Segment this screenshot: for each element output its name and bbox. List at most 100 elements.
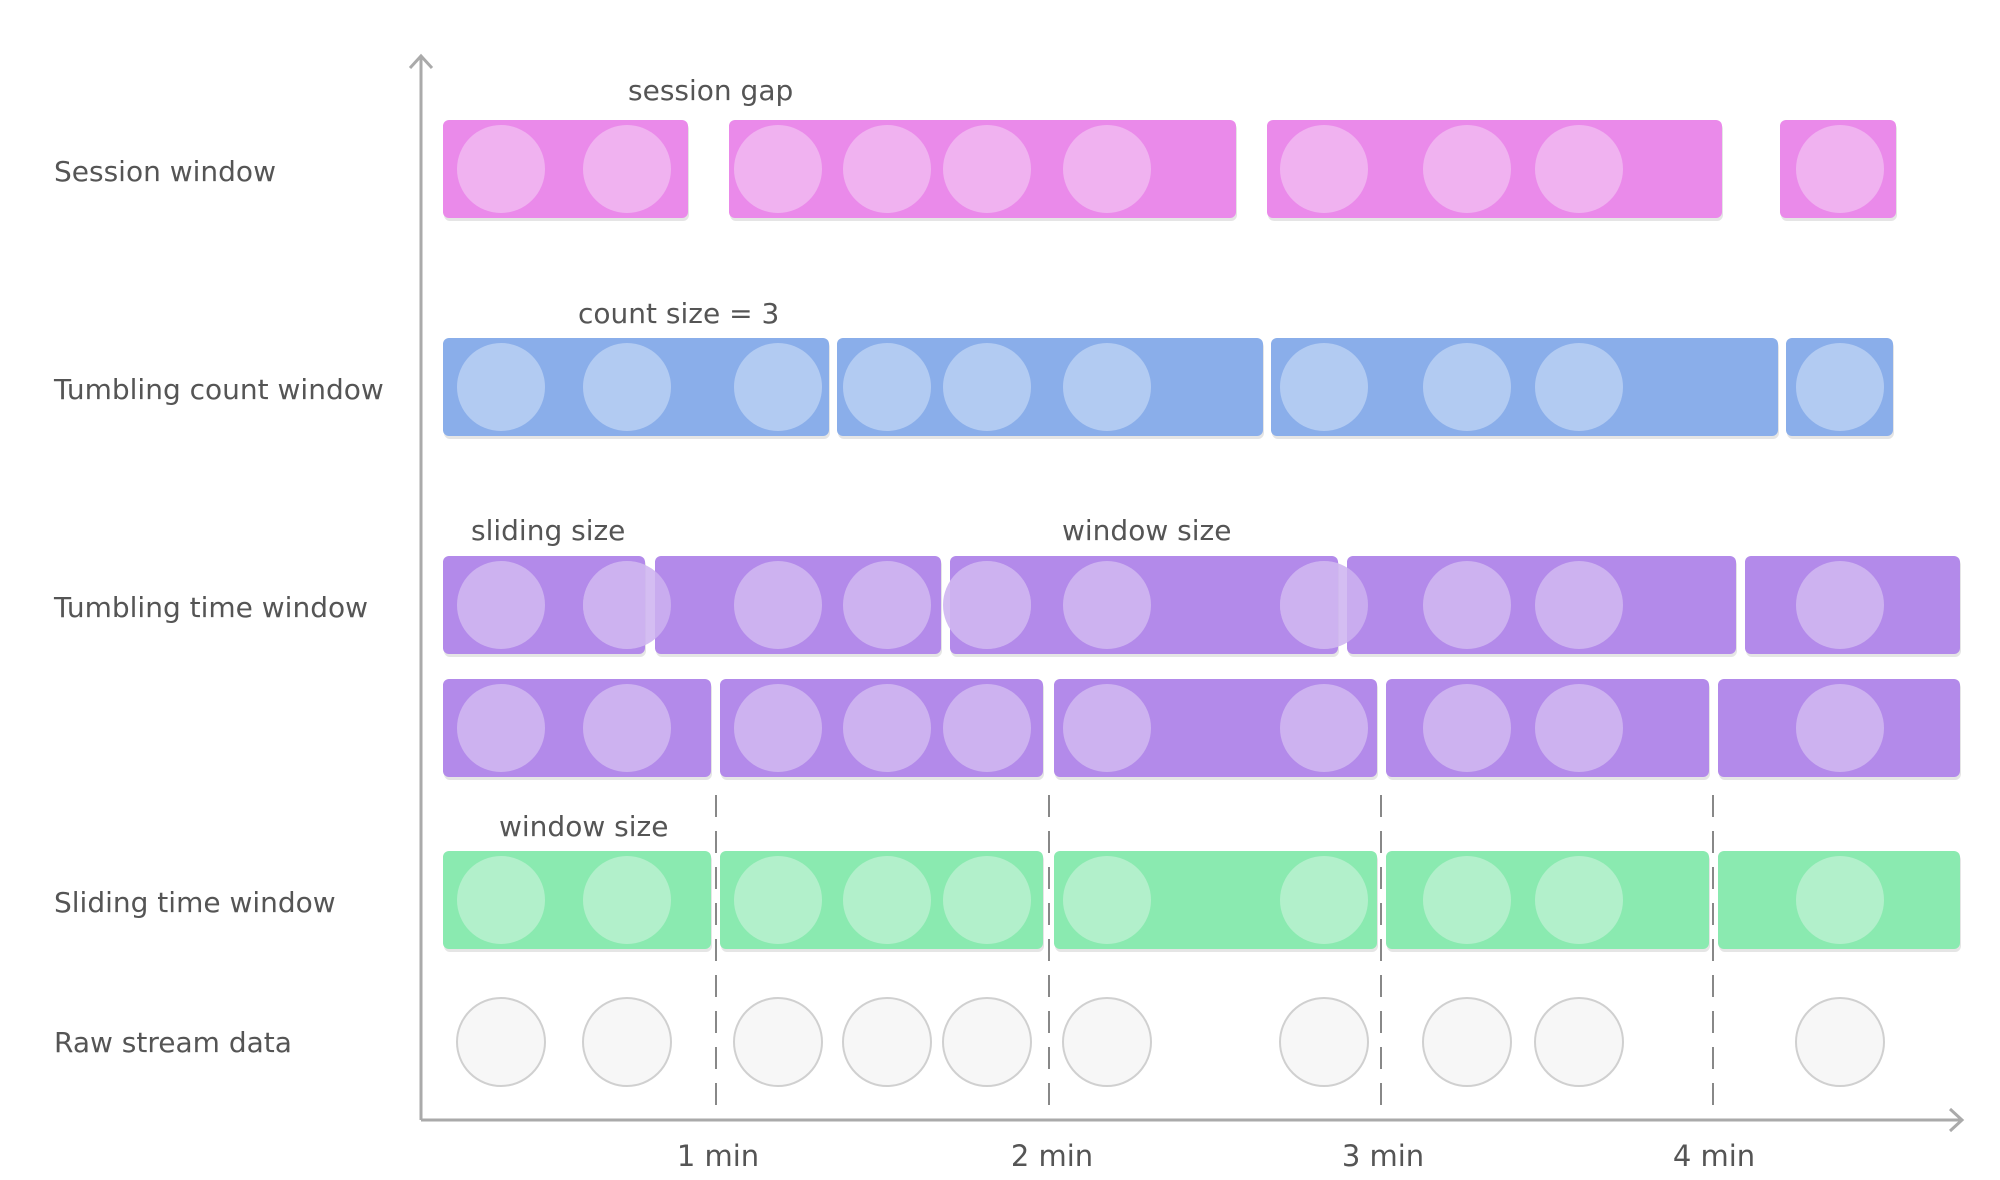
count-window-2 — [837, 338, 1264, 439]
tumbling-overlap-window-2 — [655, 556, 942, 657]
sliding-event-dot — [583, 856, 671, 944]
y-axis-arrow-icon — [408, 53, 434, 70]
raw-event-dot-4 — [842, 997, 932, 1087]
count-event-dot — [843, 343, 931, 431]
tumbling-window-3 — [1054, 679, 1378, 780]
overlap-event-dot — [1280, 561, 1368, 649]
sliding-event-dot — [457, 856, 545, 944]
sliding-event-dot — [943, 856, 1031, 944]
count-event-dot — [1535, 343, 1623, 431]
tumbling-event-dot — [583, 684, 671, 772]
tumbling-event-dot — [457, 684, 545, 772]
sliding-window-events — [1063, 856, 1368, 944]
tumbling-overlap-window-5 — [1745, 556, 1961, 657]
sliding-window-1 — [443, 851, 712, 952]
tumbling-overlap-event-dot — [457, 561, 545, 649]
session-event-dot — [1280, 125, 1368, 213]
raw-event-dot-2 — [582, 997, 672, 1087]
tick-label-4-min: 4 min — [1673, 1139, 1755, 1173]
session-window-events — [734, 125, 1151, 213]
raw-event-dot-8 — [1422, 997, 1512, 1087]
count-window-events — [457, 343, 822, 431]
count-window-bar — [837, 338, 1263, 436]
sliding-window-events — [1423, 856, 1623, 944]
raw-event-dot-6 — [1062, 997, 1152, 1087]
count-window-1 — [443, 338, 830, 439]
raw-event-dot-9 — [1534, 997, 1624, 1087]
session-window-4 — [1780, 120, 1897, 221]
annotation-count-size: count size = 3 — [578, 297, 779, 330]
tumbling-overlap-window-4 — [1347, 556, 1737, 657]
session-event-dot — [734, 125, 822, 213]
tumbling-overlap-event-dot — [734, 561, 822, 649]
count-window-bar — [1271, 338, 1778, 436]
count-event-dot — [943, 343, 1031, 431]
count-event-dot — [457, 343, 545, 431]
tumbling-window-events — [1796, 684, 1884, 772]
tumbling-overlap-window-events — [734, 561, 931, 649]
axes — [408, 53, 1965, 1133]
event-dots — [456, 561, 1885, 1087]
count-event-dot — [583, 343, 671, 431]
session-event-dot — [1063, 125, 1151, 213]
tumbling-window-1 — [443, 679, 712, 780]
tumbling-event-dot — [1280, 684, 1368, 772]
count-window-events — [843, 343, 1151, 431]
session-event-dot — [1796, 125, 1884, 213]
count-event-dot — [1423, 343, 1511, 431]
session-window-2 — [729, 120, 1237, 221]
x-axis-arrow-icon — [1948, 1107, 1965, 1133]
tumbling-overlap-window-events — [1423, 561, 1623, 649]
session-event-dot — [843, 125, 931, 213]
tumbling-overlap-event-dot — [1796, 561, 1884, 649]
raw-event-dot-10 — [1795, 997, 1885, 1087]
count-event-dot — [734, 343, 822, 431]
session-event-dot — [583, 125, 671, 213]
tumbling-event-dot — [843, 684, 931, 772]
tumbling-window-5 — [1718, 679, 1961, 780]
raw-event-dot-5 — [942, 997, 1032, 1087]
tumbling-window-events — [734, 684, 1031, 772]
sliding-window-4 — [1386, 851, 1710, 952]
tumbling-window-events — [1063, 684, 1368, 772]
count-window-events — [1280, 343, 1623, 431]
overlap-event-dot — [943, 561, 1031, 649]
sliding-window-3 — [1054, 851, 1378, 952]
sliding-event-dot — [734, 856, 822, 944]
row-label-sliding-time-window: Sliding time window — [54, 886, 336, 919]
tumbling-event-dot — [1535, 684, 1623, 772]
sliding-window-events — [734, 856, 1031, 944]
tumbling-event-dot — [1423, 684, 1511, 772]
raw-event-dot-1 — [456, 997, 546, 1087]
session-window-events — [457, 125, 671, 213]
session-window-events — [1280, 125, 1623, 213]
session-event-dot — [1535, 125, 1623, 213]
window-bars — [443, 120, 1961, 952]
sliding-window-events — [1796, 856, 1884, 944]
tumbling-overlap-window-events — [1796, 561, 1884, 649]
raw-event-dot-3 — [733, 997, 823, 1087]
minute-guide-lines — [715, 795, 1714, 1118]
sliding-window-5 — [1718, 851, 1961, 952]
session-window-1 — [443, 120, 689, 221]
sliding-event-dot — [1423, 856, 1511, 944]
row-label-tumbling-time-window: Tumbling time window — [53, 591, 368, 624]
sliding-event-dot — [1535, 856, 1623, 944]
tumbling-window-events — [457, 684, 671, 772]
tumbling-event-dot — [1796, 684, 1884, 772]
raw-event-dot-7 — [1279, 997, 1369, 1087]
sliding-window-events — [457, 856, 671, 944]
row-label-session-window: Session window — [54, 155, 276, 188]
overlap-event-dot — [583, 561, 671, 649]
tumbling-overlap-event-dot — [1535, 561, 1623, 649]
tick-label-2-min: 2 min — [1011, 1139, 1093, 1173]
row-label-tumbling-count-window: Tumbling count window — [53, 373, 384, 406]
session-event-dot — [943, 125, 1031, 213]
session-event-dot — [1423, 125, 1511, 213]
annotation-window-size-top: window size — [1062, 514, 1231, 547]
tumbling-window-4 — [1386, 679, 1710, 780]
session-window-3 — [1267, 120, 1723, 221]
session-event-dot — [457, 125, 545, 213]
sliding-window-2 — [720, 851, 1044, 952]
